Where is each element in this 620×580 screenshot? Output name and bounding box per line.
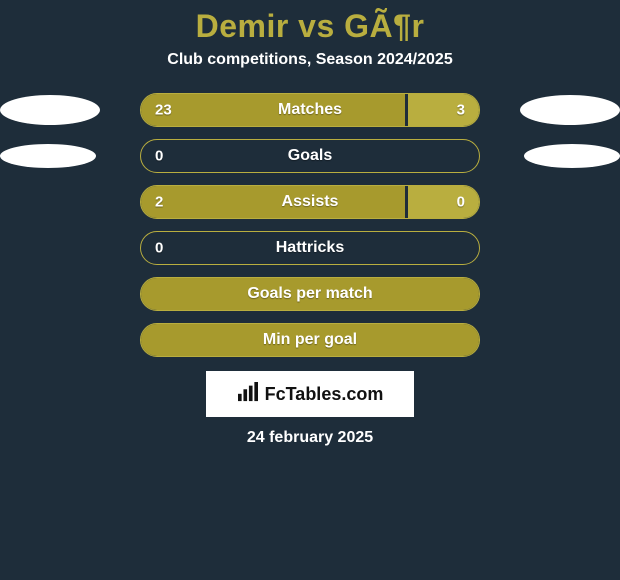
stat-bar: Min per goal <box>140 323 480 357</box>
stat-bar: 20Assists <box>140 185 480 219</box>
player-right-marker <box>520 233 620 263</box>
player-right-marker <box>520 279 620 309</box>
stat-row: Goals per match <box>0 277 620 311</box>
stat-bar: Goals per match <box>140 277 480 311</box>
brand-box: FcTables.com <box>206 371 414 417</box>
stats-block: 233Matches 0Goals 20Assists 0Hattricks Goals… <box>0 93 620 357</box>
stat-row: 20Assists <box>0 185 620 219</box>
stat-label: Goals per match <box>141 285 479 303</box>
stat-row: 233Matches <box>0 93 620 127</box>
stat-label: Hattricks <box>141 239 479 257</box>
player-right-marker <box>520 325 620 355</box>
player-left-marker <box>0 233 100 263</box>
stat-bar: 0Goals <box>140 139 480 173</box>
stat-row: 0Goals <box>0 139 620 173</box>
player-right-marker <box>524 144 620 168</box>
stat-row: 0Hattricks <box>0 231 620 265</box>
stat-label: Goals <box>141 147 479 165</box>
page-title: Demir vs GÃ¶r <box>196 8 425 45</box>
bar-chart-icon <box>237 382 259 407</box>
stat-bar: 233Matches <box>140 93 480 127</box>
brand-text: FcTables.com <box>265 384 384 405</box>
stat-label: Matches <box>141 101 479 119</box>
stat-bar: 0Hattricks <box>140 231 480 265</box>
player-left-marker <box>0 144 96 168</box>
stat-row: Min per goal <box>0 323 620 357</box>
content-area: Demir vs GÃ¶r Club competitions, Season … <box>0 0 620 490</box>
player-left-marker <box>0 95 100 125</box>
player-left-marker <box>0 187 100 217</box>
stat-label: Min per goal <box>141 331 479 349</box>
page-subtitle: Club competitions, Season 2024/2025 <box>167 51 452 69</box>
date-text: 24 february 2025 <box>247 429 373 447</box>
player-left-marker <box>0 279 100 309</box>
page-root: Demir vs GÃ¶r Club competitions, Season … <box>0 0 620 580</box>
player-right-marker <box>520 187 620 217</box>
player-left-marker <box>0 325 100 355</box>
player-right-marker <box>520 95 620 125</box>
stat-label: Assists <box>141 193 479 211</box>
